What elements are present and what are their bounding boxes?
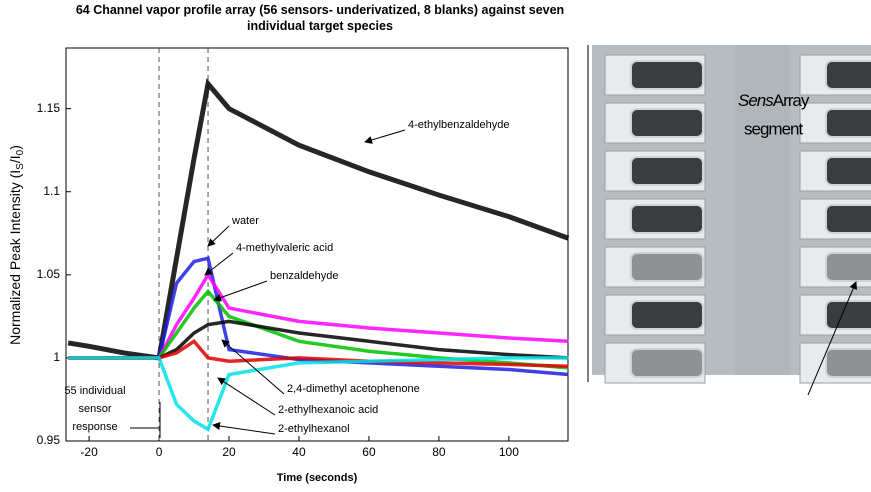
sensor-element <box>630 348 704 378</box>
series-label: 2,4-dimethyl acetophenone <box>287 383 420 395</box>
annotation: sensor <box>78 403 111 415</box>
annotation-arrow <box>364 129 406 144</box>
chart-title: 64 Channel vapor profile array (56 senso… <box>75 3 565 33</box>
photo-label: SensArray <box>738 91 810 110</box>
x-tick-label: 0 <box>156 445 163 459</box>
y-tick-label: 1.1 <box>43 184 60 198</box>
y-label-part: 0 <box>15 149 26 155</box>
x-tick-label: 100 <box>499 445 519 459</box>
sensor-element <box>825 252 871 282</box>
sensor-element <box>825 156 871 186</box>
sensor-element <box>630 156 704 186</box>
photo-label-part: Array <box>773 91 810 110</box>
y-label-part: /I <box>7 155 23 163</box>
x-tick-label: 60 <box>362 445 376 459</box>
sensor-element <box>825 60 871 90</box>
sensor-element <box>630 108 704 138</box>
series-label: benzaldehyde <box>270 270 339 282</box>
sensor-element <box>630 60 704 90</box>
sensor-element <box>630 300 704 330</box>
sensor-element <box>825 108 871 138</box>
x-tick-label: 40 <box>292 445 306 459</box>
sensor-element <box>825 300 871 330</box>
x-tick-label: 80 <box>432 445 446 459</box>
series-line <box>68 356 569 432</box>
annotation-arrow <box>204 252 234 276</box>
annotation-arrow <box>213 280 268 302</box>
photo-arrow <box>807 281 857 396</box>
series-label: water <box>231 215 259 227</box>
annotation-arrow <box>221 339 285 395</box>
annotation-arrow <box>217 377 276 416</box>
series-label: 2-ethylhexanoic acid <box>278 404 378 416</box>
plot-frame <box>65 47 569 442</box>
annotation-arrow <box>207 225 230 247</box>
photo-band <box>735 45 790 375</box>
x-tick-label: -20 <box>80 445 98 459</box>
series-label: 4-methylvaleric acid <box>236 242 333 254</box>
series-label: 2-ethylhexanol <box>278 423 350 435</box>
y-axis-label: Normalized Peak Intensity (IS/I0) <box>7 145 26 345</box>
y-tick-label: 0.95 <box>37 433 61 447</box>
sensor-photo: SensArray segment <box>592 45 871 384</box>
y-tick-label: 1 <box>53 350 60 364</box>
sensor-element <box>825 348 871 378</box>
y-label-part: ) <box>7 145 23 150</box>
sensor-element <box>630 252 704 282</box>
y-tick-label: 1.05 <box>37 267 61 281</box>
photo-label-part: Sens <box>738 91 774 110</box>
series-line <box>68 319 569 360</box>
photo-label: segment <box>744 119 803 138</box>
y-tick-label: 1.15 <box>37 101 61 115</box>
annotation: response <box>72 421 117 433</box>
sensor-element <box>825 204 871 234</box>
annotation-bracket <box>130 402 161 438</box>
y-label-part: Normalized Peak Intensity (I <box>7 170 23 345</box>
x-tick-label: 20 <box>222 445 236 459</box>
annotation-arrow <box>212 422 276 435</box>
series-label: 4-ethylbenzaldehyde <box>408 119 510 131</box>
x-axis-label: Time (seconds) <box>277 472 358 484</box>
y-label-part: S <box>15 163 26 170</box>
annotation: 55 individual <box>64 385 125 397</box>
series-line <box>67 78 570 361</box>
sensor-element <box>630 204 704 234</box>
